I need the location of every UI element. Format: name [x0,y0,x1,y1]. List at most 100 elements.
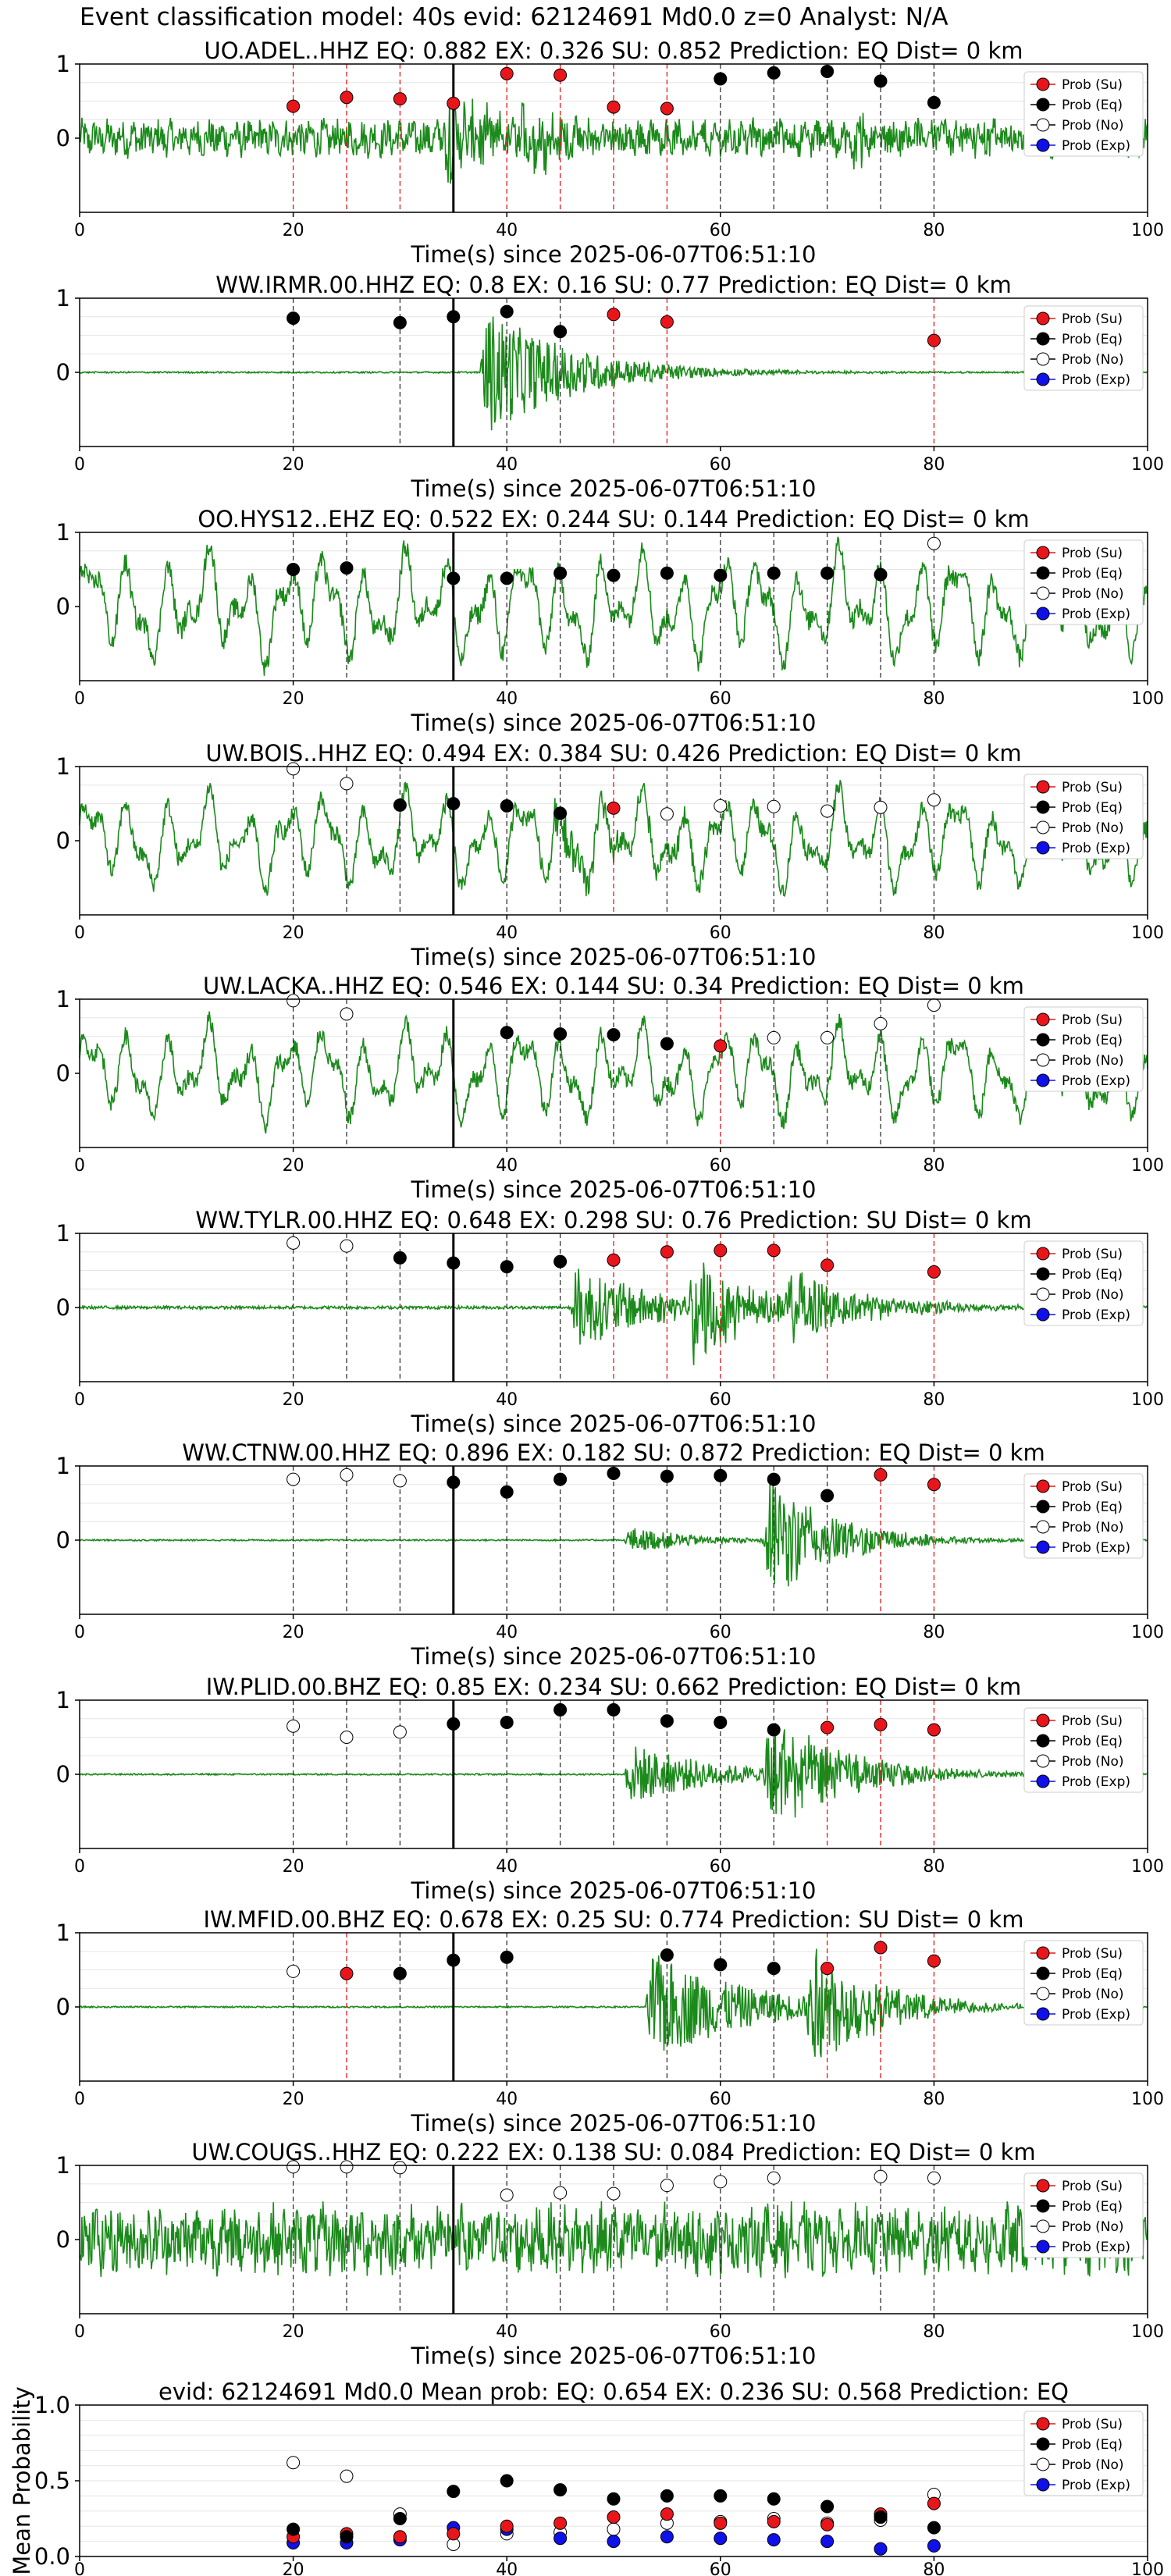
legend-label-su: Prob (Su) [1062,1713,1123,1729]
legend-label-eq: Prob (Eq) [1062,2437,1123,2453]
legend-box [1023,1940,1144,2026]
prob-marker-su [927,1265,941,1279]
legend-marker-su [1036,311,1050,326]
prob-marker-su [927,1723,941,1737]
prob-marker-eq [447,797,461,810]
x-tick-label: 40 [496,1156,518,1176]
x-tick-label: 40 [496,455,518,475]
prob-marker-eq [553,806,568,820]
prob-marker-eq [767,1723,781,1737]
mean-prob-marker-eq [714,2489,728,2503]
panel-title: WW.TYLR.00.HHZ EQ: 0.648 EX: 0.298 SU: 0… [195,1207,1031,1233]
prob-marker-no [927,2171,941,2185]
mean-prob-marker-eq [553,2483,568,2497]
panel-title: IW.MFID.00.BHZ EQ: 0.678 EX: 0.25 SU: 0.… [203,1906,1023,1933]
y-tick-label: 0 [56,1994,70,2020]
x-tick-label: 100 [1131,2560,1164,2576]
y-tick-label: 0 [56,359,70,386]
prob-marker-su [714,1244,728,1258]
prob-marker-eq [447,310,461,324]
prob-marker-no [393,1474,407,1488]
legend-marker-exp [1036,1774,1050,1788]
legend-label-su: Prob (Su) [1062,1946,1123,1962]
legend-marker-su [1036,546,1050,560]
legend-box [1023,71,1144,157]
prob-marker-su [927,1954,941,1968]
x-tick-label: 40 [496,2560,518,2576]
prob-marker-su [607,1253,621,1267]
legend-marker-eq [1036,332,1050,346]
prob-marker-no [340,1007,354,1021]
prob-marker-no [287,994,301,1008]
legend-marker-no [1036,1053,1050,1067]
x-tick-label: 60 [710,1857,731,1877]
legend-label-no: Prob (No) [1062,1520,1124,1535]
legend-label-su: Prob (Su) [1062,1247,1123,1262]
x-axis-label: Time(s) since 2025-06-07T06:51:10 [411,1643,817,1670]
prob-marker-no [393,2161,407,2175]
x-tick-label: 80 [923,1857,945,1877]
x-tick-label: 80 [923,689,945,709]
legend-label-no: Prob (No) [1062,1754,1124,1770]
x-tick-label: 20 [283,689,304,709]
x-tick-label: 0 [74,2560,85,2576]
y-tick-label: 0 [56,1060,70,1087]
prob-marker-no [340,1731,354,1744]
legend-marker-no [1036,1520,1050,1534]
prob-marker-su [767,1244,781,1258]
mean-prob-marker-eq [447,2485,461,2499]
station-panel-9: IW.MFID.00.BHZ EQ: 0.678 EX: 0.25 SU: 0.… [56,1906,1164,2137]
legend-label-exp: Prob (Exp) [1062,841,1130,856]
prob-marker-su [393,92,407,106]
station-panel-4: UW.BOIS..HHZ EQ: 0.494 EX: 0.384 SU: 0.4… [56,740,1164,970]
prob-marker-su [447,96,461,110]
prob-marker-no [714,2175,728,2189]
x-tick-label: 80 [923,221,945,240]
legend-box [1023,774,1144,859]
prob-marker-eq [393,798,407,812]
mean-probability-panel: evid: 62124691 Md0.0 Mean prob: EQ: 0.65… [9,2379,1164,2576]
prob-marker-eq [714,568,728,582]
prob-marker-no [714,799,728,813]
prob-marker-no [287,2160,301,2174]
legend-marker-su [1036,2179,1050,2193]
prob-marker-eq [553,566,568,580]
x-tick-label: 60 [710,923,731,943]
legend-label-exp: Prob (Exp) [1062,1308,1130,1323]
prob-marker-su [927,1478,941,1492]
legend-label-su: Prob (Su) [1062,77,1123,93]
prob-marker-eq [447,1475,461,1489]
legend-label-eq: Prob (Eq) [1062,1267,1123,1283]
legend-marker-exp [1036,1073,1050,1087]
mean-prob-marker-su [767,2514,781,2528]
legend-marker-eq [1036,1734,1050,1748]
y-tick-label: 1 [56,1453,70,1479]
prob-marker-eq [660,1714,674,1728]
legend-label-su: Prob (Su) [1062,546,1123,561]
mean-prob-marker-su [607,2510,621,2524]
prob-marker-su [927,333,941,347]
prob-marker-eq [393,1251,407,1265]
panel-title: OO.HYS12..EHZ EQ: 0.522 EX: 0.244 SU: 0.… [198,506,1029,532]
x-tick-label: 100 [1131,221,1164,240]
x-tick-label: 0 [74,923,85,943]
prob-marker-eq [607,568,621,582]
prob-marker-no [393,1725,407,1739]
x-tick-label: 20 [283,1623,304,1642]
x-tick-label: 0 [74,1156,85,1176]
y-tick-label: 1 [56,753,70,780]
prob-marker-eq [767,1962,781,1976]
y-tick-label: 0 [56,827,70,854]
prob-marker-no [340,1468,354,1482]
prob-marker-eq [447,571,461,585]
mean-prob-marker-exp [874,2542,888,2556]
legend-label-su: Prob (Su) [1062,1012,1123,1028]
prob-marker-no [287,762,301,776]
prob-marker-eq [714,1716,728,1729]
x-tick-label: 100 [1131,455,1164,475]
mean-prob-marker-no [340,2469,354,2483]
legend-label-exp: Prob (Exp) [1062,2007,1130,2023]
prob-marker-eq [767,66,781,80]
mean-prob-marker-exp [607,2535,621,2549]
